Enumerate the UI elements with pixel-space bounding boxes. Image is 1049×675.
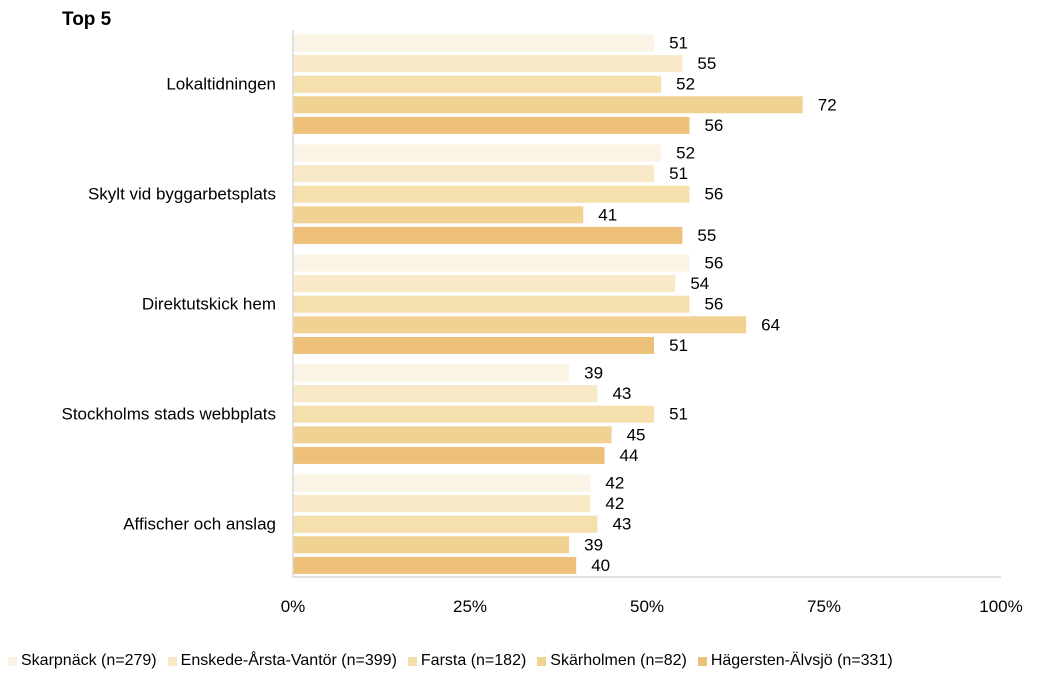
data-label: 54 — [690, 274, 709, 293]
data-label: 55 — [697, 54, 716, 73]
bar — [293, 446, 605, 464]
bar — [293, 536, 570, 554]
category-label: Skylt vid byggarbetsplats — [88, 184, 276, 203]
bar — [293, 144, 662, 162]
data-label: 43 — [612, 384, 631, 403]
x-tick-label: 50% — [630, 597, 664, 616]
bar — [293, 275, 676, 293]
data-label: 64 — [761, 315, 780, 334]
bar — [293, 116, 690, 134]
chart-legend: Skarpnäck (n=279) Enskede-Årsta-Vantör (n… — [8, 652, 893, 670]
data-label: 52 — [676, 143, 695, 162]
bar — [293, 515, 598, 533]
bar — [293, 165, 655, 183]
bar — [293, 316, 747, 334]
bar — [293, 34, 655, 52]
data-label: 72 — [818, 95, 837, 114]
data-label: 55 — [697, 226, 716, 245]
legend-item: Skärholmen (n=82) — [537, 652, 687, 670]
data-label: 56 — [704, 116, 723, 135]
bar — [293, 495, 591, 513]
bar — [293, 96, 803, 114]
legend-item: Hägersten-Älvsjö (n=331) — [697, 652, 893, 670]
legend-label: Skarpnäck (n=279) — [21, 652, 157, 669]
legend-swatch — [537, 656, 547, 666]
category-label: Stockholms stads webbplats — [62, 404, 277, 423]
data-label: 51 — [669, 336, 688, 355]
x-tick-label: 25% — [453, 597, 487, 616]
bar — [293, 75, 662, 93]
bar — [293, 336, 655, 354]
data-label: 44 — [620, 446, 639, 465]
data-label: 56 — [704, 185, 723, 204]
legend-label: Skärholmen (n=82) — [550, 652, 687, 669]
x-tick-label: 0% — [281, 597, 306, 616]
data-label: 43 — [612, 515, 631, 534]
data-label: 39 — [584, 363, 603, 382]
data-label: 51 — [669, 405, 688, 424]
bar — [293, 206, 584, 224]
chart-title: Top 5 — [62, 9, 112, 30]
data-label: 40 — [591, 556, 610, 575]
legend-label: Hägersten-Älvsjö (n=331) — [710, 652, 893, 669]
data-label: 51 — [669, 33, 688, 52]
data-label: 51 — [669, 164, 688, 183]
legend-label: Enskede-Årsta-Vantör (n=399) — [180, 652, 397, 669]
x-tick-label: 75% — [807, 597, 841, 616]
data-label: 45 — [627, 425, 646, 444]
bar — [293, 295, 690, 313]
data-label: 41 — [598, 205, 617, 224]
bar — [293, 385, 598, 403]
bar — [293, 254, 690, 272]
bar — [293, 474, 591, 492]
data-label: 56 — [704, 295, 723, 314]
legend-item: Enskede-Årsta-Vantör (n=399) — [167, 652, 397, 670]
data-label: 42 — [605, 473, 624, 492]
data-label: 42 — [605, 494, 624, 513]
bar — [293, 556, 577, 574]
bar — [293, 364, 570, 382]
bar — [293, 55, 683, 73]
data-label: 39 — [584, 535, 603, 554]
legend-swatch — [167, 656, 177, 666]
bar — [293, 226, 683, 244]
legend-swatch — [407, 656, 417, 666]
data-label: 56 — [704, 253, 723, 272]
x-tick-label: 100% — [979, 597, 1022, 616]
legend-item: Farsta (n=182) — [407, 652, 527, 670]
category-label: Lokaltidningen — [166, 74, 276, 93]
legend-swatch — [8, 656, 17, 666]
legend-swatch — [697, 656, 707, 666]
data-label: 52 — [676, 75, 695, 94]
category-label: Direktutskick hem — [142, 294, 276, 313]
bar — [293, 185, 690, 203]
bar — [293, 405, 655, 423]
legend-label: Farsta (n=182) — [420, 652, 527, 669]
category-label: Affischer och anslag — [123, 514, 276, 533]
bar — [293, 426, 612, 444]
legend-item: Skarpnäck (n=279) — [8, 652, 157, 670]
